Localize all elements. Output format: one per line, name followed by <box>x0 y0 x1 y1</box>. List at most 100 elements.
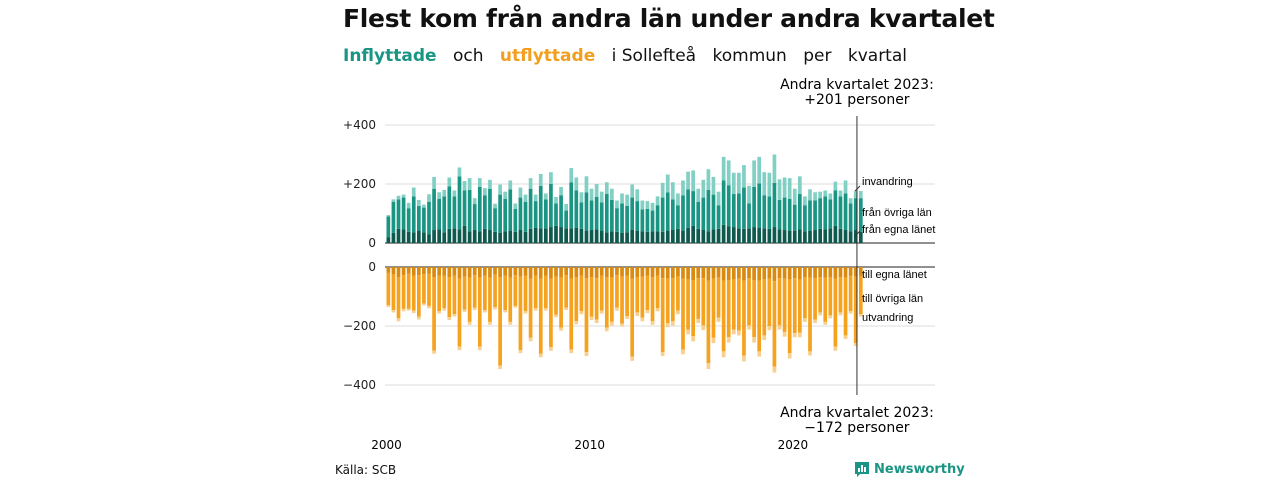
bar-out-segment <box>777 325 782 330</box>
bar-in-segment <box>762 228 767 243</box>
bar-out-segment <box>716 267 721 278</box>
bar-out-segment <box>427 267 431 274</box>
bar-in-segment <box>706 231 711 243</box>
bar-out-segment <box>416 267 421 276</box>
bar-out-segment <box>569 278 574 350</box>
bar-out-segment <box>787 353 792 359</box>
bar-out-segment <box>808 351 812 356</box>
bar-out-segment <box>650 267 655 278</box>
bar-in-segment <box>813 192 817 201</box>
bar-out-segment <box>559 327 563 331</box>
bar-in-segment <box>838 190 843 197</box>
bar-out-segment <box>711 267 716 279</box>
bar-out-segment <box>787 279 792 354</box>
bar-in-segment <box>396 195 401 200</box>
bar-out-segment <box>427 273 431 306</box>
bar-out-segment <box>701 267 706 279</box>
bar-out-segment <box>569 267 574 279</box>
bar-in-segment <box>447 186 452 229</box>
bar-out-segment <box>838 267 843 278</box>
bar-in-segment <box>716 205 721 229</box>
bar-in-segment <box>742 187 746 229</box>
bar-out-segment <box>610 277 614 322</box>
bar-out-segment <box>670 278 675 322</box>
bar-out-segment <box>772 281 777 367</box>
bar-out-segment <box>792 267 797 279</box>
bar-out-segment <box>599 310 604 314</box>
bar-out-segment <box>676 267 680 277</box>
bar-out-segment <box>808 277 812 352</box>
bar-out-segment <box>559 277 563 328</box>
bar-in-segment <box>538 228 543 243</box>
bar-in-segment <box>681 195 685 231</box>
bar-out-segment <box>584 278 589 352</box>
bar-out-segment <box>615 275 619 308</box>
bar-out-segment <box>843 267 848 278</box>
bar-out-segment <box>813 319 817 324</box>
bar-in-segment <box>737 172 741 194</box>
subtitle-och: och <box>452 46 484 66</box>
bar-in-segment <box>747 185 751 204</box>
bar-in-segment <box>721 180 726 225</box>
bar-out-segment <box>477 277 482 347</box>
bar-out-segment <box>752 337 756 343</box>
bar-out-segment <box>442 267 447 276</box>
bar-in-segment <box>650 202 655 211</box>
bar-out-segment <box>823 277 828 322</box>
bar-out-segment <box>579 275 584 312</box>
bar-out-segment <box>625 315 629 319</box>
bar-in-segment <box>828 193 833 200</box>
bar-in-segment <box>523 194 528 202</box>
bar-in-segment <box>411 232 416 243</box>
bar-in-segment <box>559 195 563 228</box>
bar-out-segment <box>742 355 746 362</box>
bar-out-segment <box>549 267 553 279</box>
bar-in-segment <box>660 182 665 198</box>
bar-out-segment <box>513 305 518 308</box>
bar-in-segment <box>518 230 523 243</box>
bar-in-segment <box>620 193 624 204</box>
bar-out-segment <box>589 316 594 321</box>
bar-in-segment <box>599 191 604 203</box>
subtitle-inflyttade: Inflyttade <box>343 46 437 66</box>
legend-label-in: från egna länet <box>862 224 935 236</box>
bar-in-segment <box>777 199 782 230</box>
bar-in-segment <box>579 228 584 243</box>
bar-in-segment <box>701 197 706 231</box>
bar-in-segment <box>508 180 513 190</box>
bar-out-segment <box>742 267 746 281</box>
bar-out-segment <box>655 267 660 276</box>
bar-out-segment <box>726 337 731 343</box>
bar-out-segment <box>833 267 838 279</box>
bar-in-segment <box>477 178 482 187</box>
bar-in-segment <box>696 228 701 243</box>
bar-in-segment <box>462 181 467 191</box>
bar-out-segment <box>797 279 802 333</box>
bar-out-segment <box>747 325 751 330</box>
bar-out-segment <box>391 267 396 275</box>
bar-in-segment <box>406 208 411 232</box>
bar-in-segment <box>483 228 487 243</box>
bar-in-segment <box>752 186 756 228</box>
bar-in-segment <box>681 180 685 196</box>
bar-in-segment <box>772 154 777 183</box>
bar-out-segment <box>549 347 553 351</box>
bar-in-segment <box>483 188 487 196</box>
bar-in-segment <box>711 194 716 230</box>
bar-out-segment <box>767 278 772 326</box>
bar-in-segment <box>589 188 594 201</box>
bar-in-segment <box>488 230 492 243</box>
bar-in-segment <box>452 190 457 197</box>
annotation-bottom-line1: Andra kvartalet 2023: <box>780 405 934 421</box>
bar-out-segment <box>518 350 523 354</box>
bar-in-segment <box>762 172 767 196</box>
bar-out-segment <box>543 275 548 309</box>
bar-out-segment <box>655 308 660 312</box>
bar-out-segment <box>737 330 741 336</box>
bar-out-segment <box>762 267 767 280</box>
bar-in-segment <box>559 227 563 243</box>
bar-in-segment <box>782 177 787 198</box>
bar-in-segment <box>406 202 411 209</box>
bar-out-segment <box>813 278 817 320</box>
bar-in-segment <box>615 208 619 232</box>
